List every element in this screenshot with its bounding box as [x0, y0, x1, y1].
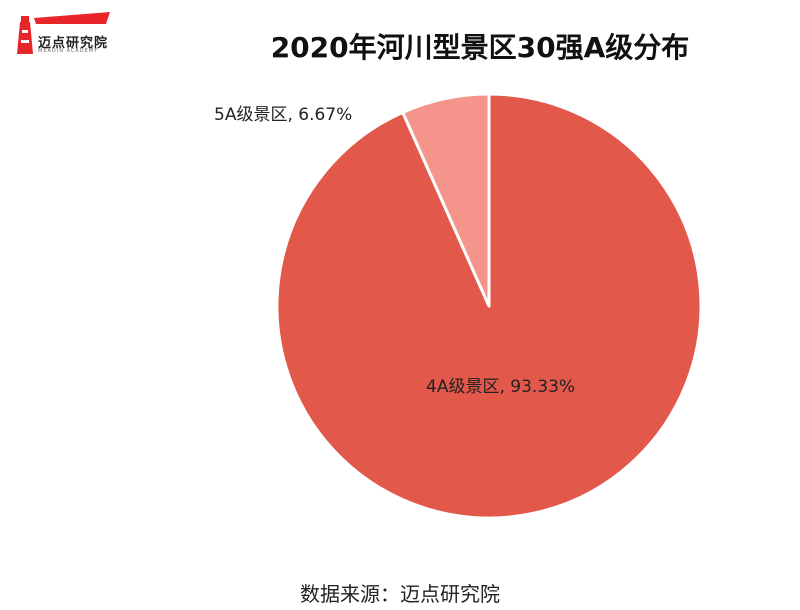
slice-label-5a: 5A级景区, 6.67%	[214, 105, 352, 125]
logo	[10, 10, 120, 56]
pie-slice-5a	[401, 92, 491, 308]
lighthouse-logo-icon	[17, 12, 110, 54]
logo-text: 迈点研究院	[38, 36, 109, 51]
slice-label-4a: 4A级景区, 93.33%	[426, 377, 575, 397]
chart-title: 2020年河川型景区30强A级分布	[270, 31, 690, 64]
data-source: 数据来源：迈点研究院	[300, 582, 500, 606]
logo-subtext: MEADIN ACADEMY	[38, 48, 99, 54]
